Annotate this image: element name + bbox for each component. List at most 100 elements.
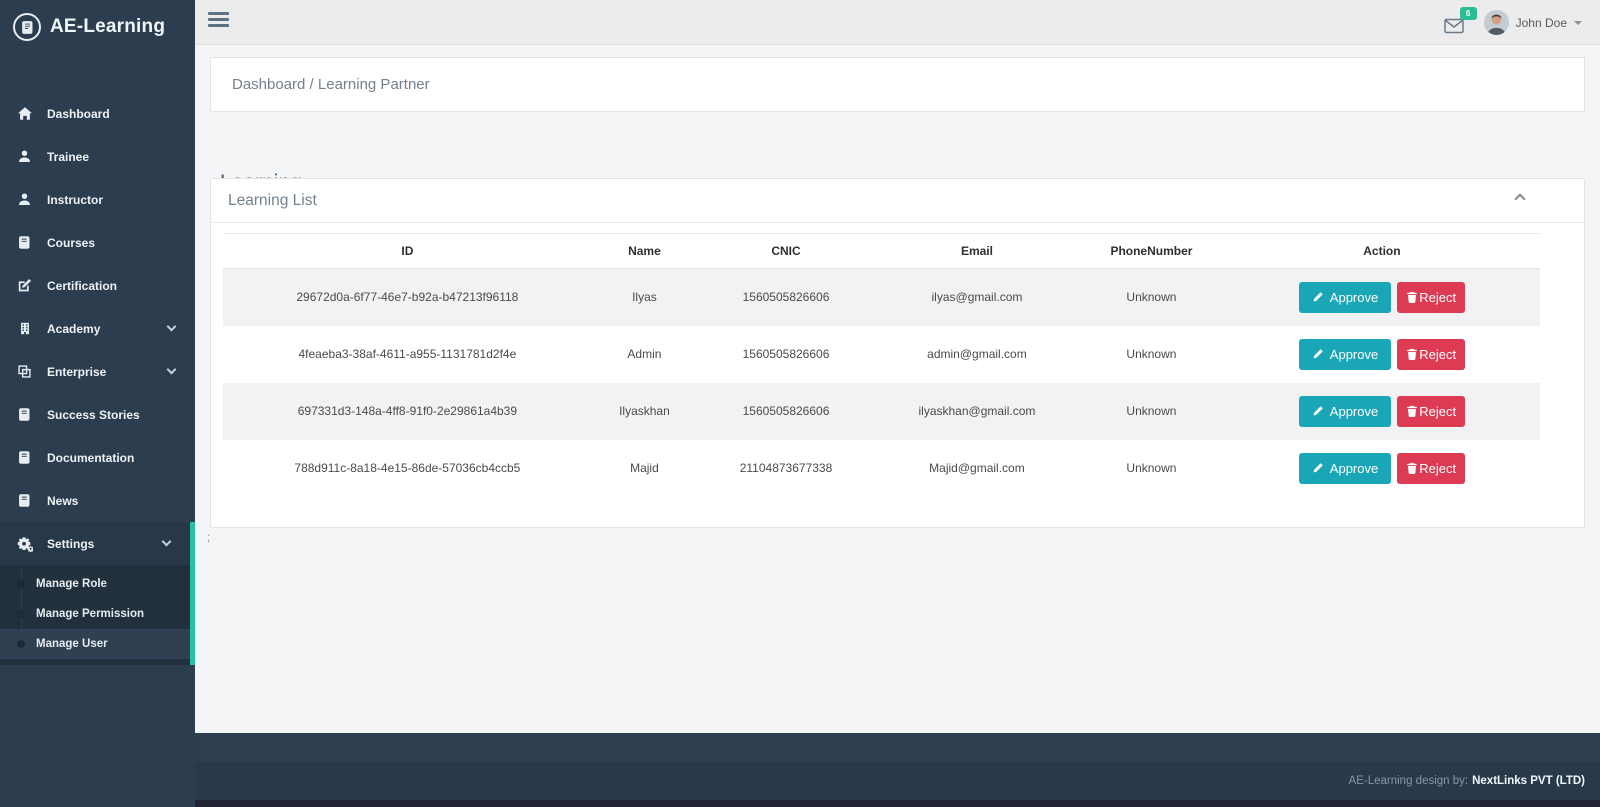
brand[interactable]: AE-Learning bbox=[0, 0, 195, 45]
submenu-item-manage-role[interactable]: Manage Role bbox=[0, 569, 190, 599]
bottom-strip bbox=[0, 800, 1600, 807]
col-header-action: Action bbox=[1223, 233, 1540, 269]
panel-title: Learning List bbox=[228, 191, 317, 209]
table-row: 788d911c-8a18-4e15-86de-57036cb4ccb5 Maj… bbox=[223, 440, 1540, 497]
pencil-icon bbox=[1313, 292, 1323, 302]
chevron-down-icon bbox=[161, 536, 172, 546]
footer-credit-text: AE-Learning design by: bbox=[1348, 775, 1469, 787]
sidebar-item-trainee[interactable]: Trainee bbox=[0, 135, 195, 178]
sidebar-item-enterprise[interactable]: Enterprise bbox=[0, 350, 195, 393]
reject-button[interactable]: Reject bbox=[1397, 281, 1466, 313]
cell-phone: Unknown bbox=[1126, 461, 1177, 475]
trash-icon bbox=[1407, 292, 1417, 304]
sidebar-item-courses[interactable]: Courses bbox=[0, 221, 195, 264]
sidebar-settings-group: Settings Manage Role Manage Permission M… bbox=[0, 522, 195, 665]
table-row: 29672d0a-6f77-46e7-b92a-b47213f96118 Ily… bbox=[223, 268, 1540, 326]
user-icon bbox=[16, 148, 33, 165]
reject-button[interactable]: Reject bbox=[1397, 395, 1466, 427]
book-icon bbox=[16, 449, 33, 466]
cell-phone: Unknown bbox=[1126, 290, 1177, 305]
cell-email: ilyas@gmail.com bbox=[931, 290, 1023, 305]
book-icon bbox=[16, 234, 33, 251]
sidebar-item-dashboard[interactable]: Dashboard bbox=[0, 92, 195, 135]
envelope-icon bbox=[1443, 18, 1464, 33]
learning-table: ID Name CNIC Email PhoneNumber Action 29… bbox=[223, 233, 1540, 497]
cell-email: admin@gmail.com bbox=[927, 347, 1027, 361]
cell-phone: Unknown bbox=[1126, 404, 1177, 418]
cell-name: Ilyas bbox=[632, 290, 657, 305]
cell-phone: Unknown bbox=[1126, 347, 1177, 361]
approve-button[interactable]: Approve bbox=[1298, 452, 1392, 484]
cell-id: 29672d0a-6f77-46e7-b92a-b47213f96118 bbox=[296, 290, 519, 305]
table-row: 4feaeba3-38af-4611-a955-1131781d2f4e Adm… bbox=[223, 326, 1540, 383]
cell-name: Ilyaskhan bbox=[619, 404, 670, 418]
chevron-down-icon bbox=[166, 364, 177, 374]
home-icon bbox=[16, 105, 33, 122]
cell-id: 788d911c-8a18-4e15-86de-57036cb4ccb5 bbox=[294, 461, 521, 475]
sidebar-item-certification[interactable]: Certification bbox=[0, 264, 195, 307]
cell-name: Admin bbox=[627, 347, 662, 361]
collapse-button[interactable] bbox=[1514, 193, 1526, 205]
breadcrumb-text: Dashboard / Learning Partner bbox=[232, 76, 430, 93]
col-header-phone: PhoneNumber bbox=[1079, 233, 1224, 269]
messages-button[interactable]: 6 bbox=[1443, 6, 1477, 37]
reject-button[interactable]: Reject bbox=[1397, 338, 1466, 370]
footer: AE-Learning design by: NextLinks PVT (LT… bbox=[195, 762, 1600, 800]
avatar bbox=[1483, 10, 1509, 35]
learning-list-panel: Learning List ID Name CNIC Email PhoneNu… bbox=[210, 178, 1585, 528]
cell-id: 697331d3-148a-4ff8-91f0-2e29861a4b39 bbox=[297, 404, 518, 418]
pencil-icon bbox=[1313, 463, 1323, 473]
trash-icon bbox=[1407, 405, 1417, 417]
trash-icon bbox=[1407, 462, 1417, 474]
cell-cnic: 1560505826606 bbox=[742, 404, 830, 418]
settings-submenu: Manage Role Manage Permission Manage Use… bbox=[0, 565, 190, 665]
caret-down-icon bbox=[1574, 20, 1582, 25]
cell-email: ilyaskhan@gmail.com bbox=[918, 404, 1036, 418]
brand-name: AE-Learning bbox=[50, 16, 166, 37]
cell-cnic: 1560505826606 bbox=[742, 347, 830, 361]
gears-icon bbox=[16, 535, 33, 552]
approve-button[interactable]: Approve bbox=[1298, 395, 1392, 427]
sidebar-nav: Dashboard Trainee Instructor Courses Cer… bbox=[0, 92, 195, 665]
col-header-id: ID bbox=[223, 233, 592, 269]
trash-icon bbox=[1407, 348, 1417, 360]
pencil-icon bbox=[1313, 349, 1323, 359]
cell-email: Majid@gmail.com bbox=[929, 461, 1025, 475]
user-menu[interactable]: John Doe bbox=[1483, 10, 1582, 35]
col-header-email: Email bbox=[874, 233, 1080, 269]
sidebar-item-documentation[interactable]: Documentation bbox=[0, 436, 195, 479]
table-header-row: ID Name CNIC Email PhoneNumber Action bbox=[223, 233, 1540, 269]
stray-text: ; bbox=[207, 530, 211, 544]
main-content: Dashboard / Learning Partner Learning + … bbox=[195, 45, 1600, 733]
pencil-icon bbox=[1313, 406, 1323, 416]
chevron-down-icon bbox=[166, 321, 177, 331]
user-icon bbox=[16, 191, 33, 208]
reject-button[interactable]: Reject bbox=[1397, 452, 1466, 484]
sidebar-item-news[interactable]: News bbox=[0, 479, 195, 522]
layers-icon bbox=[16, 363, 33, 380]
hamburger-icon[interactable] bbox=[208, 12, 229, 30]
col-header-cnic: CNIC bbox=[697, 233, 875, 269]
messages-badge: 6 bbox=[1459, 6, 1477, 20]
approve-button[interactable]: Approve bbox=[1298, 281, 1392, 313]
cell-cnic: 1560505826606 bbox=[742, 290, 830, 305]
submenu-item-manage-user[interactable]: Manage User bbox=[0, 629, 190, 659]
submenu-item-manage-permission[interactable]: Manage Permission bbox=[0, 599, 190, 629]
pencil-square-icon bbox=[16, 277, 33, 294]
cell-name: Majid bbox=[630, 461, 659, 475]
sidebar: AE-Learning Dashboard Trainee Instructor… bbox=[0, 0, 195, 807]
user-name: John Doe bbox=[1515, 15, 1567, 30]
sidebar-item-academy[interactable]: Academy bbox=[0, 307, 195, 350]
book-icon bbox=[16, 492, 33, 509]
sidebar-item-success-stories[interactable]: Success Stories bbox=[0, 393, 195, 436]
footer-company: NextLinks PVT (LTD) bbox=[1472, 775, 1585, 787]
col-header-name: Name bbox=[591, 233, 698, 269]
chevron-up-icon bbox=[1514, 193, 1526, 205]
table-row: 697331d3-148a-4ff8-91f0-2e29861a4b39 Ily… bbox=[223, 382, 1540, 440]
building-icon bbox=[16, 320, 33, 337]
sidebar-item-settings[interactable]: Settings bbox=[0, 522, 190, 565]
cell-id: 4feaeba3-38af-4611-a955-1131781d2f4e bbox=[298, 347, 517, 361]
approve-button[interactable]: Approve bbox=[1298, 338, 1392, 370]
book-icon bbox=[16, 406, 33, 423]
sidebar-item-instructor[interactable]: Instructor bbox=[0, 178, 195, 221]
